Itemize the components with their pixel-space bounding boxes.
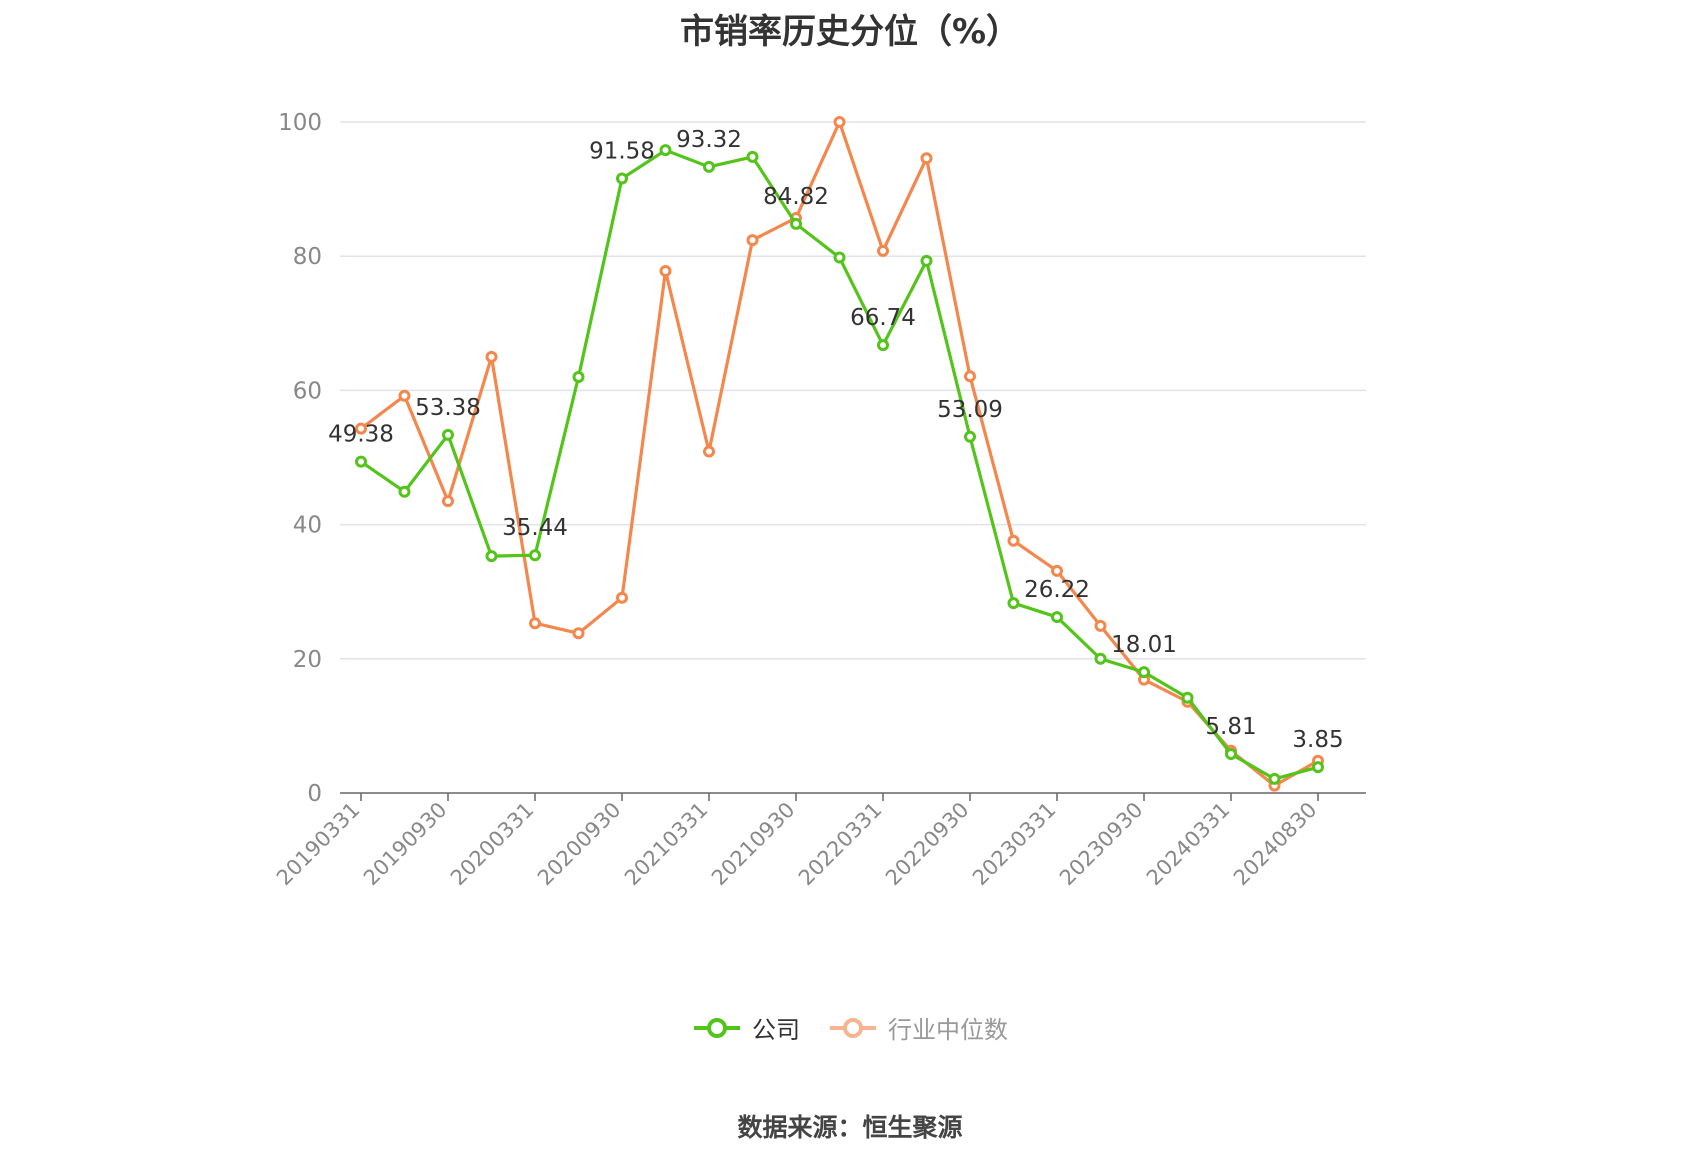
y-tick-label: 80 xyxy=(293,244,322,270)
data-label: 49.38 xyxy=(328,422,394,448)
y-tick-label: 100 xyxy=(278,110,322,136)
data-label: 35.44 xyxy=(502,515,568,541)
data-label: 53.38 xyxy=(415,395,481,421)
data-point xyxy=(703,160,715,173)
data-point xyxy=(964,430,976,443)
data-point xyxy=(355,455,367,468)
legend-label-industry-median: 行业中位数 xyxy=(888,1016,1008,1044)
data-point xyxy=(1181,691,1194,704)
legend-line-icon xyxy=(830,1017,876,1038)
x-tick-label: 20220331 xyxy=(794,798,887,891)
data-point xyxy=(572,627,585,640)
data-point xyxy=(529,617,541,630)
data-point xyxy=(1007,534,1020,547)
data-point xyxy=(398,485,411,498)
x-tick-label: 20230331 xyxy=(968,798,1061,891)
data-point xyxy=(1007,597,1020,610)
data-point xyxy=(1051,564,1063,577)
x-tick-label: 20240830 xyxy=(1229,798,1322,891)
x-tick-label: 20190331 xyxy=(272,798,365,891)
data-label: 26.22 xyxy=(1024,577,1090,603)
chart-title: 市销率历史分位（%） xyxy=(679,12,1021,52)
x-tick-label: 20190930 xyxy=(359,798,452,891)
data-label: 3.85 xyxy=(1292,727,1343,753)
data-point xyxy=(964,370,976,383)
data-point xyxy=(485,550,498,563)
legend-item-industry-median[interactable]: 行业中位数 xyxy=(828,1010,1008,1045)
data-point xyxy=(833,116,846,128)
data-point xyxy=(877,339,889,352)
data-source-note: 数据来源：恒生聚源 xyxy=(737,1113,963,1142)
y-tick-label: 0 xyxy=(307,781,322,807)
data-point xyxy=(442,495,454,508)
data-point xyxy=(659,264,672,277)
data-label: 66.74 xyxy=(850,305,916,331)
series-line-company xyxy=(360,148,1319,781)
chart-legend: 公司 行业中位数 xyxy=(0,1010,1700,1045)
y-tick-label: 40 xyxy=(293,513,322,539)
x-tick-label: 20230930 xyxy=(1055,798,1148,891)
data-point xyxy=(616,591,628,604)
data-point xyxy=(1051,611,1063,624)
data-label: 53.09 xyxy=(937,397,1003,423)
data-label: 84.82 xyxy=(763,184,829,210)
data-point xyxy=(529,549,541,562)
data-point xyxy=(703,445,715,458)
data-point xyxy=(746,150,759,163)
data-point xyxy=(572,370,585,383)
x-tick-label: 20210331 xyxy=(620,798,713,891)
data-point xyxy=(616,172,628,185)
data-label: 91.58 xyxy=(589,138,655,164)
data-point xyxy=(442,428,454,441)
data-point xyxy=(1225,748,1237,761)
x-tick-label: 20240331 xyxy=(1142,798,1235,891)
x-tick-label: 20210930 xyxy=(707,798,800,891)
legend-label-company: 公司 xyxy=(752,1016,800,1044)
legend-line-icon xyxy=(694,1017,740,1038)
data-label: 93.32 xyxy=(676,127,742,153)
data-point xyxy=(1094,652,1107,665)
y-tick-label: 20 xyxy=(293,647,322,673)
legend-item-company[interactable]: 公司 xyxy=(692,1010,800,1045)
series-line-industry-median xyxy=(360,120,1319,788)
data-point xyxy=(355,422,367,435)
data-point xyxy=(1138,666,1150,679)
data-point xyxy=(398,389,411,402)
data-point xyxy=(920,152,933,165)
data-point xyxy=(833,251,846,264)
data-point xyxy=(920,254,933,267)
data-label: 18.01 xyxy=(1111,632,1177,658)
x-tick-label: 20200930 xyxy=(533,798,626,891)
y-tick-label: 60 xyxy=(293,378,322,404)
data-point xyxy=(1094,619,1107,632)
data-label: 5.81 xyxy=(1205,714,1256,740)
data-point xyxy=(790,217,802,230)
x-tick-label: 20200331 xyxy=(446,798,539,891)
data-point xyxy=(1268,772,1281,785)
data-point xyxy=(485,350,498,363)
data-point xyxy=(1312,761,1324,774)
x-tick-label: 20220930 xyxy=(881,798,974,891)
data-point xyxy=(746,234,759,247)
data-point xyxy=(659,144,672,157)
data-point xyxy=(877,244,889,257)
